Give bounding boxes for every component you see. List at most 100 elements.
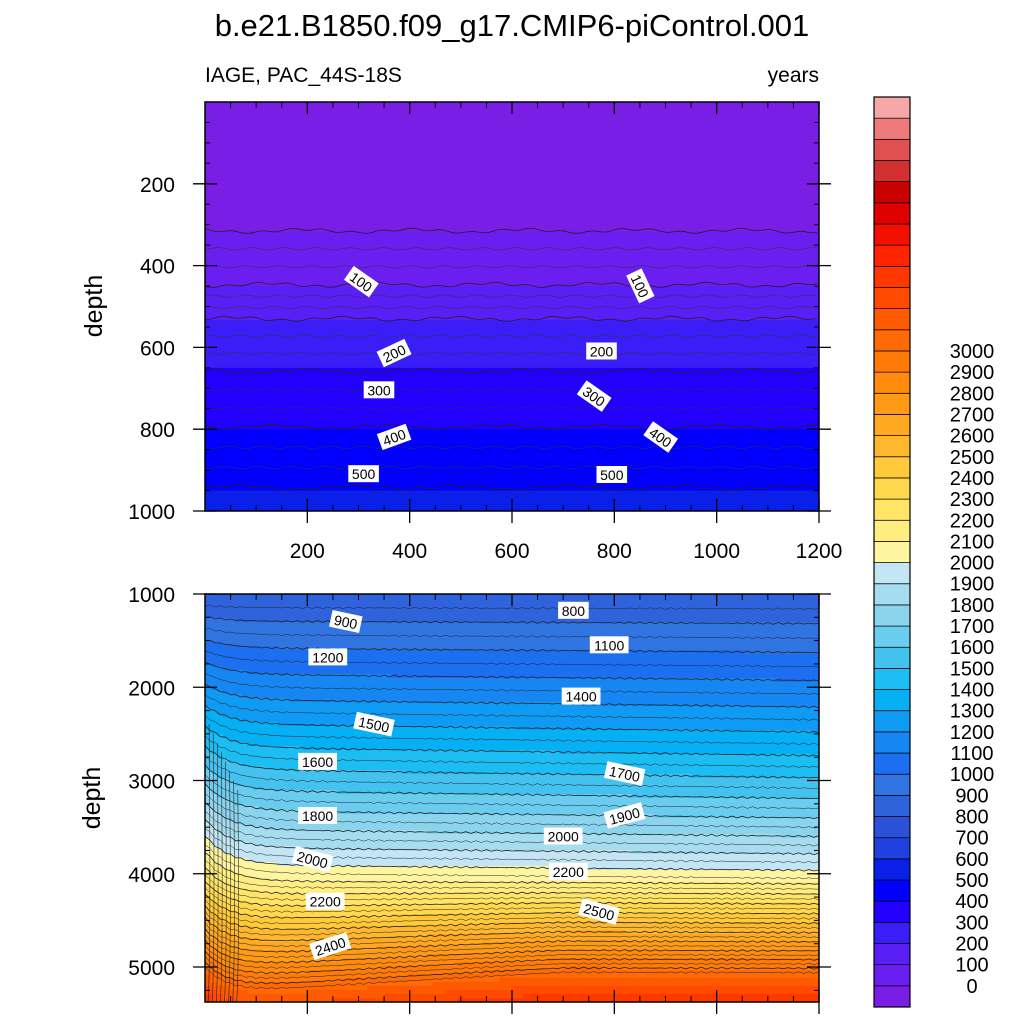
- lower-fill-cell: [757, 666, 764, 671]
- lower-fill-cell: [811, 642, 818, 647]
- lower-fill-cell: [583, 678, 590, 683]
- lower-fill-cell: [349, 650, 356, 655]
- lower-fill-cell: [223, 662, 230, 667]
- lower-fill-cell: [403, 730, 410, 735]
- lower-fill-cell: [217, 650, 224, 655]
- lower-fill-cell: [649, 730, 656, 735]
- lower-fill-cell: [547, 626, 554, 631]
- lower-fill-cell: [259, 758, 266, 763]
- lower-fill-cell: [301, 606, 308, 611]
- lower-fill-cell: [325, 738, 332, 743]
- lower-fill-cell: [259, 670, 266, 675]
- lower-fill-cell: [409, 738, 416, 743]
- lower-fill-cell: [367, 758, 374, 763]
- lower-fill-cell: [649, 654, 656, 659]
- lower-fill-cell: [379, 606, 386, 611]
- lower-fill-cell: [295, 706, 302, 711]
- lower-fill-cell: [409, 650, 416, 655]
- lower-fill-cell: [385, 618, 392, 623]
- lower-fill-cell: [487, 734, 494, 739]
- lower-fill-cell: [469, 602, 476, 607]
- lower-fill-cell: [565, 774, 572, 779]
- lower-fill-cell: [583, 646, 590, 651]
- lower-fill-cell: [301, 734, 308, 739]
- lower-fill-cell: [493, 706, 500, 711]
- lower-fill-cell: [367, 734, 374, 739]
- lower-fill-cell: [583, 622, 590, 627]
- lower-fill-cell: [493, 614, 500, 619]
- lower-fill-cell: [523, 694, 530, 699]
- lower-fill-cell: [505, 722, 512, 727]
- lower-fill-cell: [355, 654, 362, 659]
- lower-fill-cell: [553, 614, 560, 619]
- lower-fill-cell: [325, 718, 332, 723]
- upper-fill-band: [205, 136, 819, 144]
- lower-fill-cell: [787, 738, 794, 743]
- lower-fill-cell: [367, 614, 374, 619]
- lower-fill-cell: [481, 714, 488, 719]
- lower-fill-cell: [283, 606, 290, 611]
- lower-fill-cell: [721, 714, 728, 719]
- lower-fill-cell: [493, 682, 500, 687]
- lower-fill-cell: [733, 658, 740, 663]
- lower-fill-cell: [445, 730, 452, 735]
- lower-fill-cell: [319, 666, 326, 671]
- lower-fill-cell: [745, 762, 752, 767]
- lower-fill-cell: [325, 642, 332, 647]
- lower-fill-cell: [499, 610, 506, 615]
- lower-fill-cell: [349, 742, 356, 747]
- lower-fill-cell: [535, 642, 542, 647]
- lower-fill-cell: [229, 682, 236, 687]
- lower-fill-cell: [649, 686, 656, 691]
- lower-fill-cell: [691, 638, 698, 643]
- lower-fill-cell: [517, 770, 524, 775]
- lower-fill-cell: [739, 714, 746, 719]
- lower-fill-cell: [277, 734, 284, 739]
- lower-fill-cell: [439, 754, 446, 759]
- lower-fill-cell: [379, 654, 386, 659]
- lower-fill-cell: [469, 702, 476, 707]
- lower-fill-cell: [343, 714, 350, 719]
- lower-fill-cell: [613, 614, 620, 619]
- lower-fill-cell: [649, 658, 656, 663]
- lower-fill-cell: [445, 670, 452, 675]
- lower-fill-cell: [217, 614, 224, 619]
- lower-fill-cell: [475, 694, 482, 699]
- lower-fill-cell: [697, 682, 704, 687]
- lower-fill-cell: [811, 774, 818, 779]
- lower-fill-cell: [409, 662, 416, 667]
- lower-fill-cell: [697, 598, 704, 603]
- lower-fill-cell: [685, 602, 692, 607]
- lower-fill-cell: [457, 626, 464, 631]
- lower-fill-cell: [655, 766, 662, 771]
- lower-fill-cell: [301, 722, 308, 727]
- lower-fill-cell: [283, 762, 290, 767]
- lower-fill-cell: [763, 734, 770, 739]
- lower-fill-cell: [697, 730, 704, 735]
- lower-fill-cell: [619, 674, 626, 679]
- lower-fill-cell: [673, 734, 680, 739]
- lower-fill-cell: [463, 642, 470, 647]
- lower-fill-cell: [205, 650, 212, 655]
- lower-fill-cell: [535, 750, 542, 755]
- lower-fill-cell: [709, 626, 716, 631]
- lower-fill-cell: [373, 674, 380, 679]
- lower-fill-cell: [811, 634, 818, 639]
- lower-fill-cell: [535, 662, 542, 667]
- lower-fill-cell: [457, 706, 464, 711]
- lower-fill-cell: [439, 714, 446, 719]
- lower-fill-cell: [709, 662, 716, 667]
- lower-fill-cell: [445, 762, 452, 767]
- lower-fill-cell: [229, 670, 236, 675]
- lower-fill-cell: [775, 622, 782, 627]
- lower-fill-cell: [367, 670, 374, 675]
- lower-fill-cell: [775, 670, 782, 675]
- lower-fill-cell: [487, 742, 494, 747]
- lower-fill-cell: [259, 626, 266, 631]
- lower-fill-cell: [661, 758, 668, 763]
- lower-fill-cell: [493, 650, 500, 655]
- lower-fill-cell: [535, 678, 542, 683]
- lower-fill-cell: [775, 746, 782, 751]
- lower-fill-cell: [373, 746, 380, 751]
- lower-fill-cell: [343, 638, 350, 643]
